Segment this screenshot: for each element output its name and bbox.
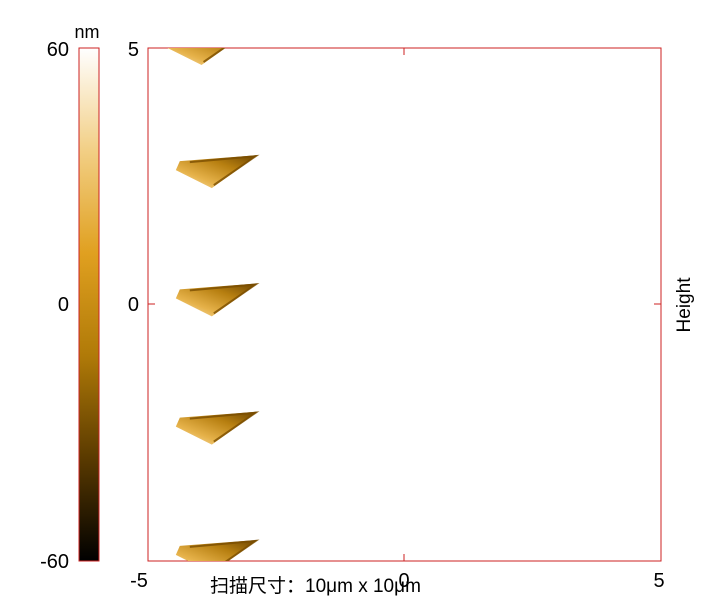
plot-area	[147, 47, 662, 562]
height-feature-1	[167, 48, 226, 65]
height-feature-3	[175, 283, 258, 317]
y-tick-label-zero: 0	[128, 294, 139, 316]
colorbar-unit: nm	[74, 22, 99, 42]
y-tick-label-top: 5	[128, 39, 139, 61]
x-tick-label-left: -5	[130, 570, 148, 592]
scan-size-caption: 扫描尺寸：10μm x 10μm	[210, 572, 421, 602]
height-feature-edge-1	[202, 48, 226, 63]
height-feature-edge-5	[189, 539, 260, 561]
scan-size-label: 扫描尺寸：	[210, 576, 306, 597]
height-features	[167, 48, 260, 561]
axis-tick-marks	[148, 48, 661, 561]
height-feature-edge-2	[189, 154, 260, 186]
x-tick-label-right: 5	[653, 570, 664, 592]
height-feature-2	[175, 155, 258, 189]
colorbar-tick-top: 60	[47, 39, 69, 61]
colorbar	[78, 47, 100, 562]
height-label: Height	[674, 277, 695, 333]
height-feature-edge-3	[189, 283, 260, 315]
scan-size-value: 10μm x 10μm	[305, 576, 421, 597]
height-feature-4	[175, 411, 258, 445]
colorbar-tick-bottom: -60	[40, 551, 69, 573]
height-feature-edge-4	[189, 411, 260, 443]
colorbar-tick-middle: 0	[58, 294, 69, 316]
height-feature-5	[175, 539, 258, 561]
x-tick-label-zero: 0	[398, 570, 409, 592]
